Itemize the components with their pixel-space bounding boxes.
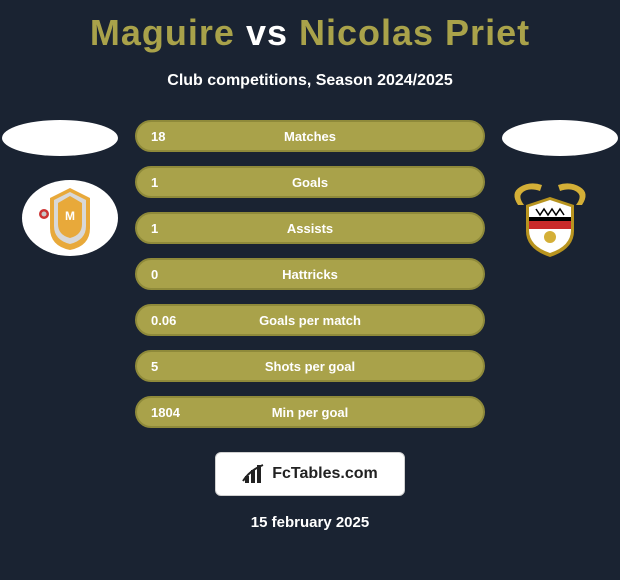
stat-label: Hattricks <box>137 267 483 282</box>
bar-chart-icon <box>242 462 266 486</box>
title-vs: vs <box>235 12 299 53</box>
stat-value-left: 18 <box>151 129 165 144</box>
stat-row: 1804 Min per goal <box>135 396 485 428</box>
page-title: Maguire vs Nicolas Priet <box>0 0 620 54</box>
stat-label: Goals <box>137 175 483 190</box>
site-name: FcTables.com <box>272 465 378 483</box>
stats-table: 18 Matches 1 Goals 1 Assists 0 Hattricks… <box>135 120 485 428</box>
stat-row: 5 Shots per goal <box>135 350 485 382</box>
stat-value-left: 1 <box>151 175 158 190</box>
stat-row: 1 Assists <box>135 212 485 244</box>
stat-value-left: 1 <box>151 221 158 236</box>
stat-value-left: 1804 <box>151 405 180 420</box>
title-player1: Maguire <box>90 12 235 53</box>
stat-row: 1 Goals <box>135 166 485 198</box>
stat-label: Goals per match <box>137 313 483 328</box>
stat-row: 0.06 Goals per match <box>135 304 485 336</box>
title-player2: Nicolas Priet <box>299 12 530 53</box>
stat-value-left: 0.06 <box>151 313 176 328</box>
club-crest-left: M <box>20 178 120 258</box>
stat-row: 18 Matches <box>135 120 485 152</box>
ellipse-decoration-right <box>500 118 620 158</box>
stat-label: Assists <box>137 221 483 236</box>
subtitle: Club competitions, Season 2024/2025 <box>0 72 620 90</box>
footer-date: 15 february 2025 <box>0 514 620 531</box>
stat-value-left: 5 <box>151 359 158 374</box>
site-badge: FcTables.com <box>215 452 405 496</box>
stat-label: Matches <box>137 129 483 144</box>
stat-label: Min per goal <box>137 405 483 420</box>
svg-text:M: M <box>65 209 75 223</box>
stat-label: Shots per goal <box>137 359 483 374</box>
ellipse-decoration-left <box>0 118 120 158</box>
stat-value-left: 0 <box>151 267 158 282</box>
stat-row: 0 Hattricks <box>135 258 485 290</box>
club-crest-right <box>500 178 600 258</box>
